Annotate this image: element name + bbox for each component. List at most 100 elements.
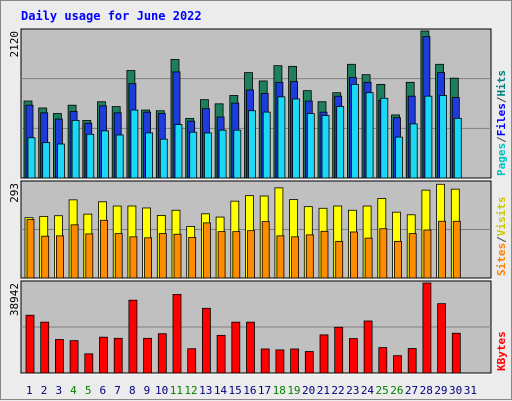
visits-panel: 293 Sites/Visits	[8, 180, 508, 280]
bar-pages-day-19	[292, 98, 301, 179]
bar-pages-day-11	[174, 124, 183, 179]
day-label-26: 26	[390, 384, 403, 397]
y-max-label: 293	[8, 183, 21, 203]
y-max-label: 2120	[8, 31, 21, 58]
day-label-31: 31	[464, 384, 477, 397]
bar-pages-day-24	[365, 92, 374, 179]
bar-sites-day-16	[247, 230, 255, 279]
bar-sites-day-6	[100, 219, 108, 279]
bar-kbytes-day-6	[99, 336, 108, 374]
legend-kbytes: KBytes	[495, 331, 508, 371]
day-label-29: 29	[434, 384, 447, 397]
bar-kbytes-day-7	[113, 337, 123, 374]
bar-pages-day-18	[277, 96, 286, 179]
legend-hits: Hits	[495, 70, 508, 97]
bar-pages-day-15	[233, 129, 242, 179]
bar-pages-day-8	[130, 109, 139, 179]
bar-pages-day-22	[336, 106, 345, 179]
bar-kbytes-day-10	[157, 333, 167, 374]
day-label-20: 20	[302, 384, 315, 397]
legend-sites: Sites	[495, 243, 508, 276]
bar-kbytes-day-18	[275, 349, 285, 374]
day-label-16: 16	[243, 384, 256, 397]
day-label-25: 25	[376, 384, 389, 397]
bar-sites-day-3	[56, 235, 64, 279]
day-label-15: 15	[229, 384, 242, 397]
bar-sites-day-21	[320, 230, 329, 279]
day-label-28: 28	[420, 384, 433, 397]
day-label-22: 22	[331, 384, 344, 397]
day-label-18: 18	[273, 384, 286, 397]
day-label-5: 5	[85, 384, 92, 397]
day-label-7: 7	[114, 384, 121, 397]
bar-kbytes-day-21	[319, 334, 329, 374]
day-label-11: 11	[170, 384, 183, 397]
bar-kbytes-day-5	[84, 353, 94, 374]
bar-sites-day-5	[85, 233, 94, 279]
bar-sites-day-27	[408, 233, 417, 279]
bar-pages-day-3	[57, 143, 65, 179]
bar-kbytes-day-13	[201, 307, 211, 374]
bar-kbytes-day-3	[55, 339, 64, 374]
bar-pages-day-4	[71, 120, 80, 179]
day-label-23: 23	[346, 384, 359, 397]
bar-kbytes-day-9	[143, 337, 153, 374]
bar-sites-day-15	[232, 231, 241, 279]
chart-title: Daily usage for June 2022	[21, 9, 202, 23]
legend-: /	[495, 136, 508, 143]
bar-sites-day-2	[41, 235, 50, 279]
day-label-19: 19	[287, 384, 300, 397]
bar-pages-day-27	[409, 123, 418, 179]
bar-kbytes-day-23	[348, 338, 358, 374]
day-label-27: 27	[405, 384, 418, 397]
bar-kbytes-day-8	[128, 299, 138, 374]
bar-kbytes-day-15	[231, 321, 241, 374]
bar-sites-day-10	[158, 233, 167, 279]
day-label-13: 13	[199, 384, 212, 397]
day-label-3: 3	[55, 384, 62, 397]
bar-kbytes-day-24	[363, 320, 373, 374]
bar-kbytes-day-30	[451, 332, 461, 374]
day-label-8: 8	[129, 384, 136, 397]
bar-sites-day-11	[173, 233, 182, 279]
bar-pages-day-17	[262, 111, 271, 179]
bar-pages-day-23	[350, 83, 359, 179]
bar-kbytes-day-19	[290, 348, 300, 374]
day-label-17: 17	[258, 384, 271, 397]
bar-pages-day-25	[380, 97, 389, 179]
day-label-14: 14	[214, 384, 228, 397]
bar-kbytes-day-25	[378, 347, 388, 374]
day-label-30: 30	[449, 384, 462, 397]
bar-pages-day-13	[203, 132, 212, 179]
y-max-label: 38942	[8, 283, 21, 316]
bar-pages-day-2	[42, 142, 51, 179]
day-label-4: 4	[70, 384, 77, 397]
bar-pages-day-7	[115, 134, 124, 179]
bar-pages-day-1	[27, 137, 36, 179]
bar-sites-day-4	[70, 224, 79, 279]
bar-sites-day-12	[188, 237, 197, 279]
day-label-9: 9	[144, 384, 151, 397]
bar-kbytes-day-22	[334, 326, 344, 374]
bar-pages-day-14	[218, 129, 227, 179]
legend-: /	[495, 96, 508, 103]
bar-kbytes-day-17	[260, 348, 270, 374]
bar-sites-day-20	[305, 234, 314, 279]
bar-sites-day-26	[394, 240, 402, 279]
bar-sites-day-25	[379, 228, 388, 279]
bar-sites-day-9	[144, 237, 153, 279]
bar-kbytes-day-26	[393, 355, 402, 374]
bar-kbytes-day-12	[187, 348, 197, 374]
bar-sites-day-17	[261, 221, 270, 279]
bar-kbytes-day-4	[69, 340, 79, 374]
bar-sites-day-18	[276, 235, 285, 279]
bar-pages-day-21	[321, 115, 330, 179]
bar-sites-day-22	[335, 240, 344, 279]
bar-kbytes-day-16	[246, 321, 255, 374]
legend-visits: Visits	[495, 197, 508, 237]
bar-pages-day-5	[86, 133, 95, 179]
panel-legend: Pages/Files/Hits	[495, 70, 508, 176]
day-label-2: 2	[41, 384, 48, 397]
